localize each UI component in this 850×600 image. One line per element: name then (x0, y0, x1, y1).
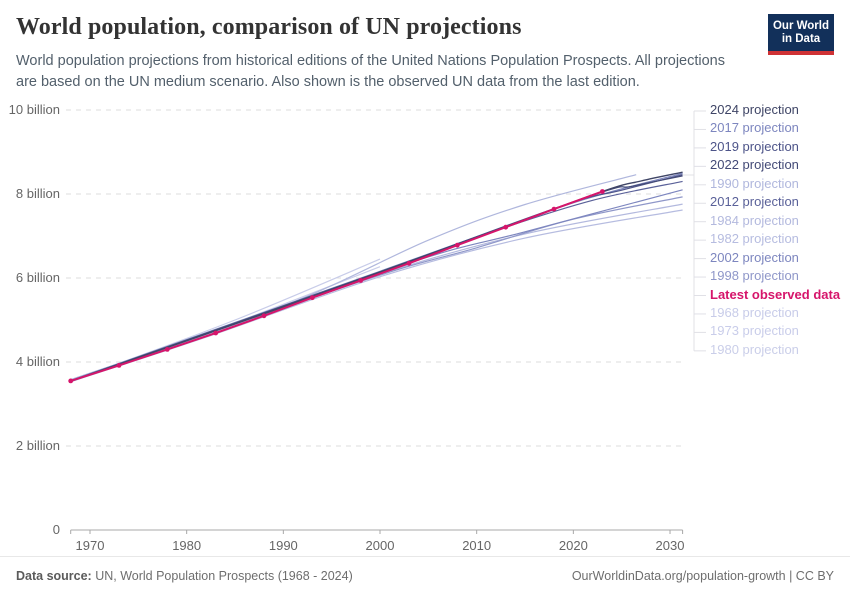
owid-logo[interactable]: Our World in Data (768, 14, 834, 55)
owid-logo-line1: Our World (772, 19, 829, 32)
x-axis-tick-label: 1980 (172, 538, 202, 553)
x-axis-tick-label: 2000 (365, 538, 395, 553)
series-line-1982-projection[interactable] (70, 209, 683, 383)
x-axis-tick-label: 2030 (655, 538, 685, 553)
x-axis-tick-label: 1970 (75, 538, 105, 553)
legend-item-1980-projection[interactable]: 1980 projection (710, 341, 799, 357)
legend-item-1982-projection[interactable]: 1982 projection (710, 231, 799, 247)
series-line-1998-projection[interactable] (70, 196, 683, 383)
y-axis-tick-label: 2 billion (15, 438, 60, 453)
x-axis-tick-label: 2020 (558, 538, 588, 553)
series-line-1984-projection[interactable] (70, 203, 683, 382)
legend-item-1998-projection[interactable]: 1998 projection (710, 268, 799, 284)
data-source-label: Data source: (16, 569, 92, 583)
x-axis-tick-label: 2010 (462, 538, 492, 553)
chart-subtitle: World population projections from histor… (16, 53, 725, 90)
data-source-text: UN, World Population Prospects (1968 - 2… (91, 569, 353, 583)
legend-item-2002-projection[interactable]: 2002 projection (710, 249, 799, 265)
data-point (68, 378, 74, 384)
data-point (454, 242, 460, 248)
legend-item-2017-projection[interactable]: 2017 projection (710, 120, 799, 136)
data-point (164, 347, 170, 352)
legend-item-1968-projection[interactable]: 1968 projection (710, 304, 799, 320)
owid-url-link[interactable]: OurWorldinData.org/population-growth | C… (571, 569, 834, 583)
data-point (551, 206, 557, 212)
data-point (213, 330, 219, 336)
legend-item-2022-projection[interactable]: 2022 projection (710, 157, 799, 173)
y-axis-tick-label: 4 billion (15, 354, 60, 369)
owid-logo-line2: in Data (781, 32, 821, 45)
data-point (309, 295, 315, 301)
legend-item-1984-projection[interactable]: 1984 projection (710, 212, 799, 228)
data-point (600, 189, 605, 194)
legend-item-1973-projection[interactable]: 1973 projection (710, 323, 799, 339)
chart-footer: Data source: UN, World Population Prospe… (0, 556, 850, 600)
data-point (406, 260, 412, 266)
data-source-note: Data source: UN, World Population Prospe… (16, 569, 353, 583)
legend-item-2012-projection[interactable]: 2012 projection (710, 194, 799, 210)
series-line-1968-projection[interactable] (70, 258, 381, 382)
y-axis-tick-label: 8 billion (15, 186, 60, 201)
data-point (358, 278, 364, 283)
series-line-2002-projection[interactable] (70, 189, 683, 382)
data-point (261, 313, 267, 319)
data-point (116, 363, 122, 368)
legend-item-2019-projection[interactable]: 2019 projection (710, 138, 799, 154)
series-line-latest-observed-data[interactable] (70, 190, 603, 382)
legend-item-2024-projection[interactable]: 2024 projection (710, 102, 799, 117)
legend-item-1990-projection[interactable]: 1990 projection (710, 175, 799, 191)
y-axis-zero-label: 0 (52, 522, 60, 537)
legend-item-latest-observed-data[interactable]: Latest observed data (710, 286, 841, 302)
x-axis-tick-label: 1990 (268, 538, 298, 553)
y-axis-tick-label: 10 billion (8, 102, 60, 117)
page-title: World population, comparison of UN proje… (16, 14, 522, 40)
y-axis-tick-label: 6 billion (15, 270, 60, 285)
data-point (503, 224, 509, 230)
